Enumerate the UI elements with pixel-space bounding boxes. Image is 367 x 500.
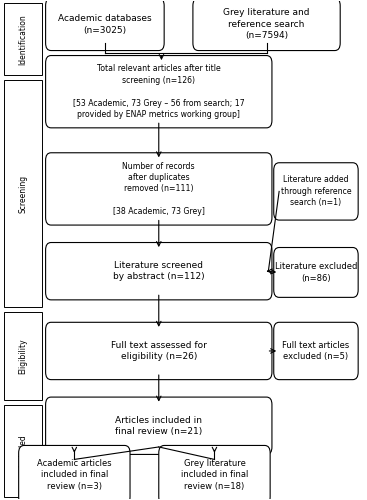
Text: Academic articles
included in final
review (n=3): Academic articles included in final revi… xyxy=(37,459,112,491)
Text: Total relevant articles after title
screening (n=126)

[53 Academic, 73 Grey – 5: Total relevant articles after title scre… xyxy=(73,64,244,119)
Text: Full text assessed for
eligibility (n=26): Full text assessed for eligibility (n=26… xyxy=(111,340,207,361)
FancyBboxPatch shape xyxy=(274,162,358,220)
Text: Articles included in
final review (n=21): Articles included in final review (n=21) xyxy=(115,416,202,436)
FancyBboxPatch shape xyxy=(46,0,164,50)
Text: Number of records
after duplicates
removed (n=111)

[38 Academic, 73 Grey]: Number of records after duplicates remov… xyxy=(113,162,205,216)
FancyBboxPatch shape xyxy=(4,3,42,76)
Text: Identification: Identification xyxy=(19,14,28,64)
FancyBboxPatch shape xyxy=(274,322,358,380)
FancyBboxPatch shape xyxy=(46,242,272,300)
Text: Full text articles
excluded (n=5): Full text articles excluded (n=5) xyxy=(282,340,350,361)
FancyBboxPatch shape xyxy=(4,312,42,400)
FancyBboxPatch shape xyxy=(159,446,270,500)
FancyBboxPatch shape xyxy=(46,56,272,128)
FancyBboxPatch shape xyxy=(4,404,42,497)
Text: Grey literature
included in final
review (n=18): Grey literature included in final review… xyxy=(181,459,248,491)
FancyBboxPatch shape xyxy=(19,446,130,500)
Text: Literature excluded
(n=86): Literature excluded (n=86) xyxy=(275,262,357,282)
FancyBboxPatch shape xyxy=(4,80,42,308)
FancyBboxPatch shape xyxy=(193,0,340,50)
Text: Literature added
through reference
search (n=1): Literature added through reference searc… xyxy=(281,176,351,208)
Text: Grey literature and
reference search
(n=7594): Grey literature and reference search (n=… xyxy=(223,8,310,40)
Text: Screening: Screening xyxy=(19,175,28,213)
Text: Eligibility: Eligibility xyxy=(19,338,28,374)
Text: Included: Included xyxy=(19,434,28,467)
FancyBboxPatch shape xyxy=(46,397,272,454)
FancyBboxPatch shape xyxy=(46,322,272,380)
FancyBboxPatch shape xyxy=(274,248,358,298)
Text: Academic databases
(n=3025): Academic databases (n=3025) xyxy=(58,14,152,34)
FancyBboxPatch shape xyxy=(46,153,272,225)
Text: Literature screened
by abstract (n=112): Literature screened by abstract (n=112) xyxy=(113,261,204,281)
